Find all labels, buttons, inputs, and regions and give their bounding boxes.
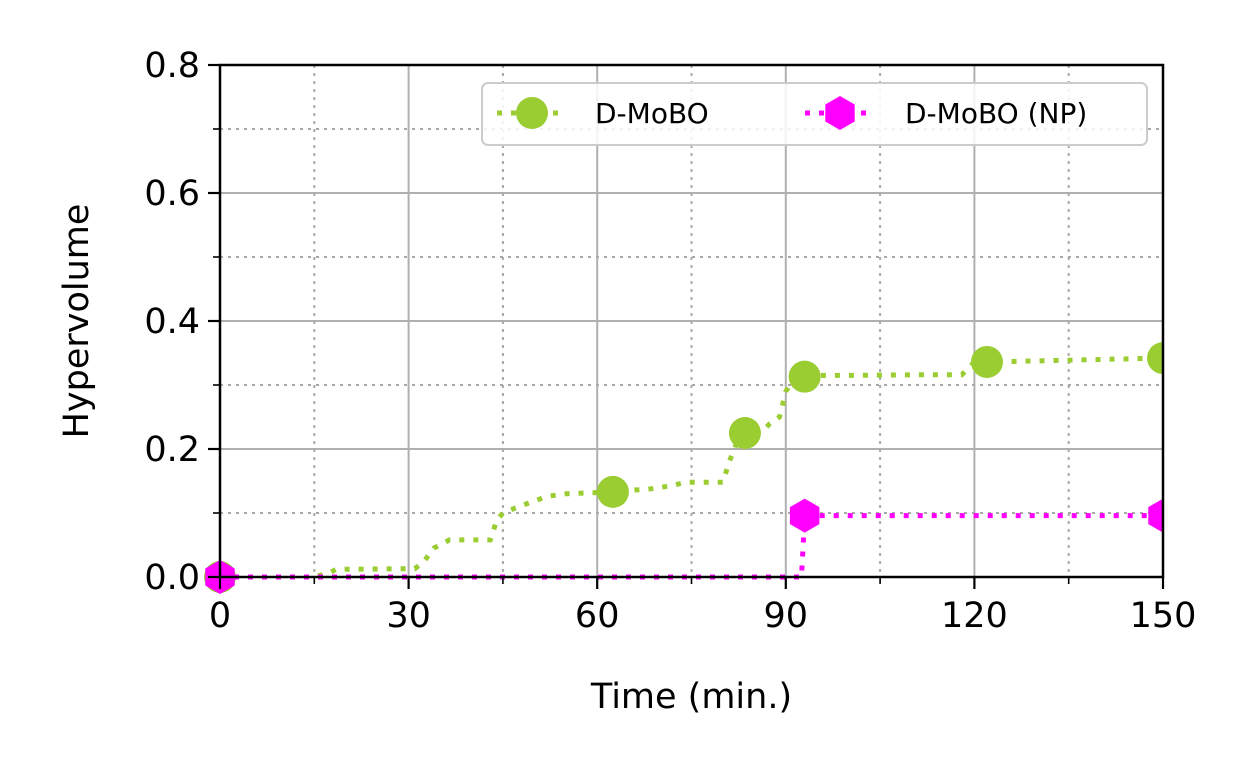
ticks: 0 30 60 90 120 150 0.0 0.2 0.4 0.6 0.8 [144, 46, 1196, 636]
data-point [1148, 498, 1163, 533]
data-point [728, 417, 761, 449]
legend-label: D-MoBO (NP) [905, 97, 1087, 130]
series-d-mobo-np [205, 498, 1163, 594]
x-tick-label: 150 [1130, 596, 1197, 636]
legend: D-MoBO D-MoBO (NP) [481, 82, 1148, 146]
legend-marker [516, 97, 548, 129]
legend-marker [825, 96, 855, 130]
data-point [1147, 342, 1163, 375]
x-tick-label: 60 [575, 596, 620, 636]
data-point [970, 345, 1003, 378]
legend-entry: D-MoBO [497, 97, 709, 130]
legend-box [481, 82, 1148, 146]
x-tick-label: 30 [386, 596, 431, 636]
y-tick-label: 0.0 [144, 558, 200, 598]
y-tick-label: 0.2 [144, 430, 200, 470]
series-line [220, 355, 1163, 580]
legend-entry: D-MoBO (NP) [805, 96, 1087, 130]
data-point [789, 498, 820, 533]
x-axis-label: Time (min.) [590, 677, 792, 717]
x-tick-label: 0 [209, 596, 231, 636]
data-point [596, 475, 629, 508]
y-tick-label: 0.6 [144, 174, 200, 214]
y-tick-label: 0.8 [144, 46, 200, 86]
y-tick-label: 0.4 [144, 302, 200, 342]
x-tick-label: 120 [941, 596, 1008, 636]
series-layer [204, 342, 1163, 594]
data-point [788, 360, 821, 393]
y-axis-label: Hypervolume [57, 204, 97, 439]
x-tick-label: 90 [764, 596, 809, 636]
legend-label: D-MoBO [595, 97, 709, 130]
